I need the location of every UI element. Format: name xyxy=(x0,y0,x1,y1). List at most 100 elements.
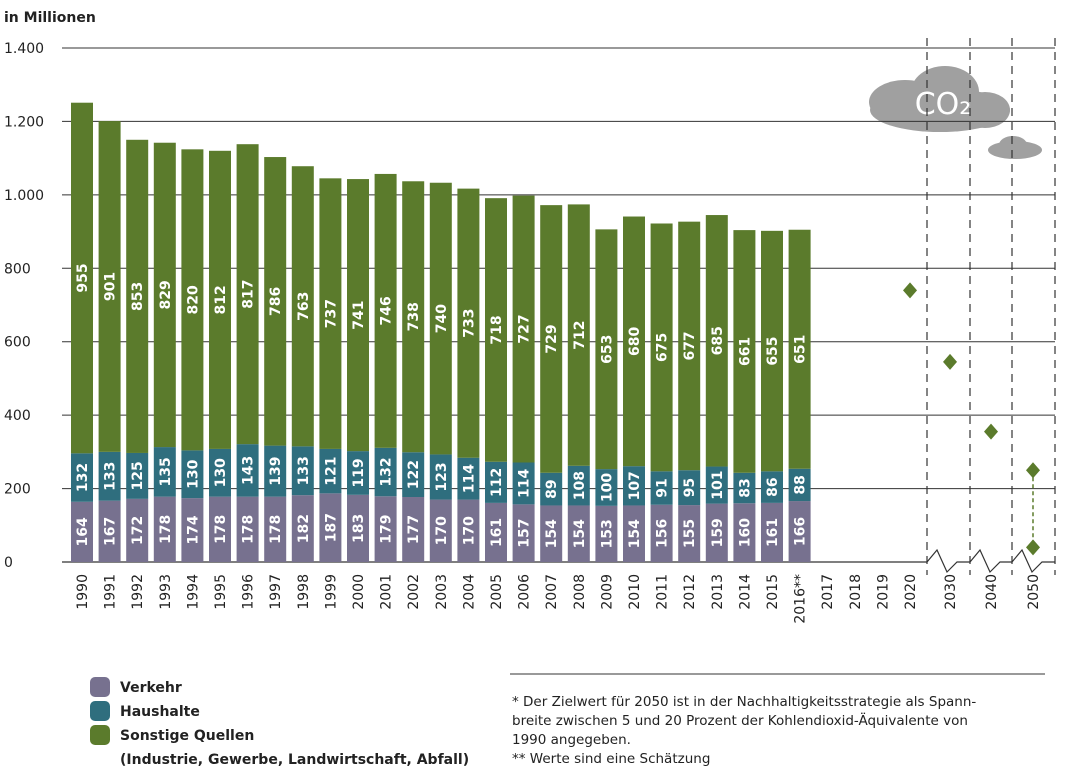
value-label: 651 xyxy=(793,335,809,364)
bar-segment xyxy=(347,451,369,495)
bar-segment xyxy=(402,497,425,562)
x-tick-label: 1998 xyxy=(296,574,312,610)
bar-segment xyxy=(319,448,342,494)
bar-segment xyxy=(402,181,425,453)
period-dividers xyxy=(926,38,1056,575)
bar-segment xyxy=(457,499,480,562)
y-tick-label: 1.400 xyxy=(4,41,44,57)
bar-segment xyxy=(705,215,728,467)
value-label: 132 xyxy=(379,457,395,486)
bar-segment xyxy=(788,468,811,502)
x-tick-label: 2006 xyxy=(517,574,533,610)
bar-segment xyxy=(402,452,425,498)
y-tick-label: 200 xyxy=(4,482,31,498)
bar-segment xyxy=(98,500,121,562)
x-tick-label: 2018 xyxy=(848,574,864,610)
legend-swatch xyxy=(90,677,110,697)
value-label: 133 xyxy=(103,462,119,491)
bar-segment xyxy=(567,204,590,466)
value-label: 114 xyxy=(461,464,477,493)
x-tick-label: 2015 xyxy=(765,574,781,610)
bar-segment xyxy=(236,144,259,445)
value-label: 183 xyxy=(351,514,367,543)
bar-segment xyxy=(678,505,701,562)
footnote: ** Werte sind eine Schätzung xyxy=(512,751,710,767)
bar-segment xyxy=(429,499,452,562)
value-label: 727 xyxy=(517,314,533,343)
value-label: 178 xyxy=(241,515,257,544)
x-tick-label: 2003 xyxy=(434,574,450,610)
x-tick-label: 2014 xyxy=(737,574,753,610)
bar-segment xyxy=(733,230,756,473)
bar-segment xyxy=(705,503,728,562)
value-label: 155 xyxy=(682,519,698,548)
y-tick-label: 1.200 xyxy=(4,114,44,130)
bar-segment xyxy=(347,494,369,562)
x-tick-label: 2008 xyxy=(572,574,588,610)
value-label: 166 xyxy=(793,517,809,546)
bar-segment xyxy=(209,448,231,497)
value-label: 160 xyxy=(737,518,753,547)
bar-segment xyxy=(153,447,176,497)
value-label: 164 xyxy=(75,517,91,546)
bar-segment xyxy=(485,461,507,503)
value-label: 786 xyxy=(268,287,284,316)
x-tick-label: 1999 xyxy=(323,574,339,610)
bar-segment xyxy=(264,496,287,562)
value-label: 132 xyxy=(75,463,91,492)
value-label: 741 xyxy=(351,300,367,329)
bar-segment xyxy=(678,221,701,471)
x-tick-label: 2012 xyxy=(682,574,698,610)
value-label: 655 xyxy=(765,336,781,365)
bar-segment xyxy=(429,182,452,455)
legend-label: Haushalte xyxy=(120,704,200,720)
value-label: 159 xyxy=(710,518,726,547)
bar-segment xyxy=(153,142,176,448)
bar-segment xyxy=(209,150,231,449)
value-label: 157 xyxy=(517,519,533,548)
value-label: 733 xyxy=(461,309,477,338)
bar-segment xyxy=(623,505,645,562)
value-label: 121 xyxy=(323,457,339,486)
footnote: 1990 angegeben. xyxy=(512,732,631,748)
value-label: 182 xyxy=(296,514,312,543)
bar-segment xyxy=(374,496,397,562)
value-label: 177 xyxy=(406,515,422,544)
x-tick-label: 1997 xyxy=(268,574,284,610)
bar-segment xyxy=(71,102,93,454)
value-label: 130 xyxy=(185,459,201,488)
value-label: 114 xyxy=(517,469,533,498)
value-label: 143 xyxy=(241,456,257,485)
value-label: 86 xyxy=(765,477,781,496)
x-tick-label: 2019 xyxy=(875,574,891,610)
value-label: 133 xyxy=(296,456,312,485)
bar-segment xyxy=(595,229,618,470)
target-marker xyxy=(1026,539,1040,556)
legend-swatch xyxy=(90,701,110,721)
value-label: 130 xyxy=(213,458,229,487)
value-label: 135 xyxy=(158,457,174,486)
value-label: 729 xyxy=(544,324,560,353)
x-tick-label: 2050 xyxy=(1026,574,1042,610)
bar-segment xyxy=(98,451,121,501)
x-tick-label: 2017 xyxy=(820,574,836,610)
x-tick-label: 1996 xyxy=(241,574,257,610)
value-label: 154 xyxy=(627,519,643,548)
legend-swatch xyxy=(90,725,110,745)
value-label: 123 xyxy=(434,462,450,491)
value-label: 95 xyxy=(682,478,698,497)
x-tick-label: 1994 xyxy=(185,574,201,610)
bar-segment xyxy=(71,501,93,562)
value-label: 901 xyxy=(103,272,119,301)
bar-segment xyxy=(540,472,563,506)
bar-segment xyxy=(567,505,590,562)
bar-segment xyxy=(540,505,563,562)
value-label: 161 xyxy=(765,518,781,547)
value-label: 170 xyxy=(434,516,450,545)
value-label: 100 xyxy=(599,473,615,502)
bar-segment xyxy=(347,179,369,452)
x-tick-label: 2010 xyxy=(627,574,643,610)
value-label: 154 xyxy=(572,519,588,548)
bar-segment xyxy=(650,223,673,472)
bar-segment xyxy=(457,188,480,458)
